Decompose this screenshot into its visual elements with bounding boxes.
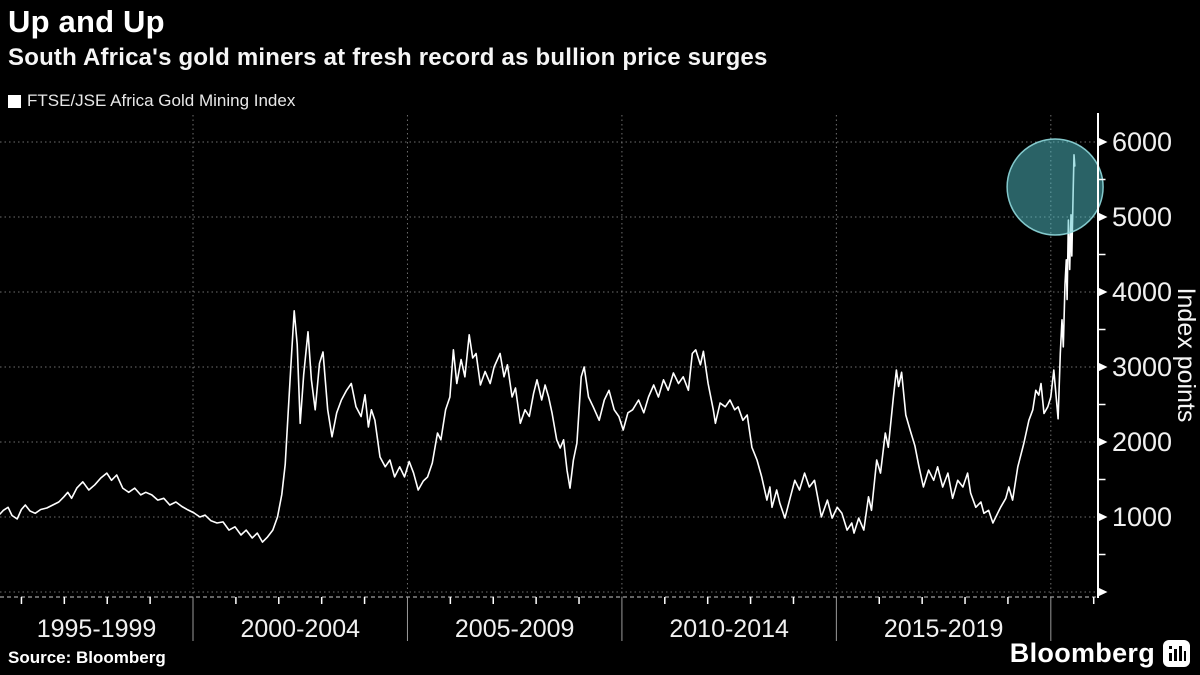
index-line (0, 154, 1076, 543)
x-tick-label: 1995-1999 (37, 615, 157, 643)
y-tick-label: 4000 (1112, 277, 1172, 307)
bloomberg-wordmark: Bloomberg (1009, 638, 1155, 668)
x-tick-label: 2000-2004 (240, 615, 360, 643)
y-axis-title: Index points (1172, 288, 1200, 423)
y-tick-label: 2000 (1112, 427, 1172, 457)
bloomberg-terminal-icon (1163, 640, 1190, 667)
h-gridlines (0, 141, 1098, 593)
v-gridlines (192, 115, 1052, 597)
y-major-ticks (1098, 137, 1108, 597)
y-minor-ticks (1098, 178, 1106, 556)
highlight-circle (1006, 138, 1104, 236)
y-tick-labels: 1000 2000 3000 4000 5000 6000 (1112, 127, 1172, 532)
x-tick-labels: 1995-1999 2000-2004 2005-2009 2010-2014 2015… (37, 615, 1004, 643)
legend-swatch-icon (8, 94, 21, 108)
source-note: Source: Bloomberg (8, 648, 166, 667)
x-tick-label: 2010-2014 (669, 615, 789, 643)
page-subtitle: South Africa's gold miners at fresh reco… (8, 44, 768, 71)
x-tick-label: 2015-2019 (884, 615, 1004, 643)
x-separators (192, 597, 1052, 641)
legend-label: FTSE/JSE Africa Gold Mining Index (27, 91, 296, 110)
y-tick-label: 6000 (1112, 127, 1172, 157)
y-tick-label: 5000 (1112, 202, 1172, 232)
bloomberg-logo: Bloomberg (1010, 638, 1190, 669)
x-minor-ticks (20, 597, 1095, 604)
y-tick-label: 3000 (1112, 352, 1172, 382)
x-tick-label: 2005-2009 (455, 615, 575, 643)
page-title: Up and Up (8, 4, 165, 39)
y-tick-label: 1000 (1112, 502, 1172, 532)
legend: FTSE/JSE Africa Gold Mining Index (8, 91, 295, 111)
